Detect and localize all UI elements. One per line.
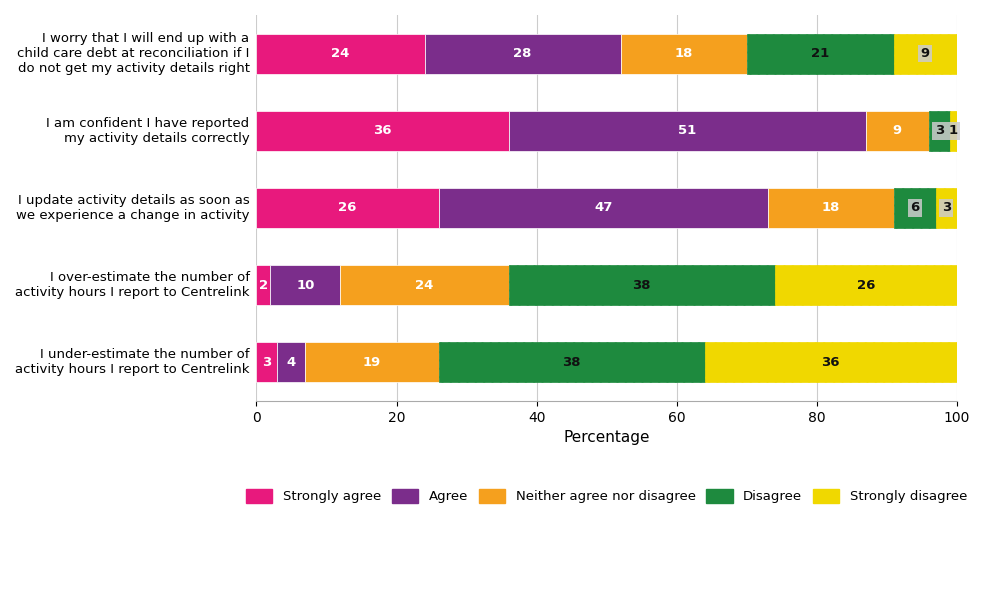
Text: 6: 6 [910,201,919,214]
Text: 1: 1 [949,124,957,137]
Bar [936,188,956,228]
Bar [425,33,621,74]
Text: 26: 26 [338,201,357,214]
Bar [767,188,893,228]
Bar [278,342,305,383]
Bar [929,110,950,151]
Text: 28: 28 [513,47,532,60]
Bar [775,265,956,305]
Bar [704,342,956,383]
Text: 24: 24 [416,279,433,292]
Bar [438,188,767,228]
Legend: Strongly agree, Agree, Neither agree nor disagree, Disagree, Strongly disagree: Strongly agree, Agree, Neither agree nor… [239,482,974,510]
Bar [438,342,704,383]
Text: 24: 24 [331,47,350,60]
Bar [256,265,271,305]
Text: 18: 18 [675,47,692,60]
Text: 38: 38 [562,356,581,369]
Text: 9: 9 [921,47,930,60]
Bar [256,110,508,151]
Bar [508,265,775,305]
Bar [621,33,747,74]
Bar [866,110,929,151]
Bar [256,342,278,383]
Bar [950,110,956,151]
Text: 4: 4 [287,356,296,369]
Bar [305,342,438,383]
Text: 3: 3 [935,124,944,137]
Text: 2: 2 [259,279,268,292]
Text: 21: 21 [811,47,829,60]
X-axis label: Percentage: Percentage [563,430,650,445]
Bar [893,188,936,228]
Bar [747,33,893,74]
Bar [508,110,866,151]
Bar [341,265,508,305]
Text: 3: 3 [942,201,951,214]
Text: 26: 26 [857,279,875,292]
Text: 3: 3 [262,356,272,369]
Text: 9: 9 [892,124,902,137]
Text: 18: 18 [821,201,840,214]
Text: 36: 36 [821,356,840,369]
Bar [893,33,956,74]
Text: 47: 47 [594,201,613,214]
Text: 36: 36 [373,124,392,137]
Text: 51: 51 [678,124,696,137]
Text: 10: 10 [296,279,314,292]
Bar [256,188,438,228]
Text: 38: 38 [632,279,651,292]
Bar [271,265,341,305]
Text: 19: 19 [362,356,381,369]
Bar [256,33,425,74]
